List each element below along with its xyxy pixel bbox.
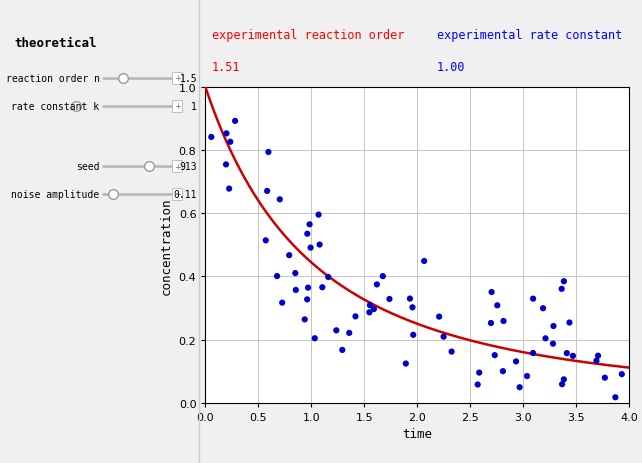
Text: experimental reaction order: experimental reaction order: [212, 29, 404, 42]
Text: noise amplitude: noise amplitude: [12, 189, 100, 200]
Point: [559, 376, 569, 383]
Point: [206, 134, 216, 141]
Text: theoretical: theoretical: [14, 37, 96, 50]
Point: [261, 237, 271, 244]
Point: [498, 368, 508, 375]
Point: [205, 76, 216, 83]
Point: [486, 319, 496, 327]
Point: [275, 196, 285, 204]
Point: [487, 289, 497, 296]
Text: 0.11: 0.11: [173, 189, 197, 200]
Point: [401, 360, 411, 368]
Point: [225, 139, 236, 146]
Point: [377, 273, 388, 280]
Point: [303, 284, 313, 292]
Y-axis label: concentration: concentration: [160, 197, 173, 294]
Point: [302, 296, 312, 303]
Point: [438, 333, 449, 341]
Point: [473, 381, 483, 388]
Point: [611, 394, 621, 401]
Text: reaction order n: reaction order n: [6, 74, 100, 84]
Point: [408, 332, 419, 339]
Point: [538, 305, 548, 312]
Point: [313, 212, 324, 219]
Point: [309, 335, 320, 342]
Point: [531, 407, 541, 415]
Point: [331, 327, 342, 334]
Point: [304, 221, 315, 229]
Point: [591, 357, 602, 365]
Point: [323, 274, 333, 281]
Text: 1.5: 1.5: [179, 74, 197, 84]
Point: [302, 231, 313, 238]
Point: [290, 270, 300, 277]
Point: [559, 278, 569, 285]
Point: [498, 318, 508, 325]
Point: [496, 420, 507, 428]
Point: [315, 241, 325, 249]
Text: 1: 1: [191, 101, 197, 112]
Text: 1.00: 1.00: [437, 61, 465, 74]
Point: [593, 352, 603, 360]
Point: [511, 358, 521, 365]
Point: [224, 186, 234, 193]
Point: [405, 295, 415, 303]
Point: [230, 118, 240, 125]
Point: [284, 252, 294, 259]
Point: [548, 323, 559, 330]
Point: [528, 350, 538, 357]
Point: [514, 384, 525, 391]
Point: [221, 131, 232, 138]
Point: [606, 408, 616, 415]
X-axis label: time: time: [403, 427, 432, 440]
Point: [528, 295, 538, 303]
Point: [262, 188, 272, 195]
Point: [490, 352, 500, 359]
Point: [568, 352, 578, 360]
Text: +: +: [174, 190, 180, 199]
Point: [344, 330, 354, 337]
Point: [617, 370, 627, 378]
Point: [385, 295, 395, 303]
Point: [337, 346, 347, 354]
Point: [300, 316, 310, 323]
Text: experimental rate constant: experimental rate constant: [437, 29, 622, 42]
Point: [446, 348, 456, 356]
Text: 1.51: 1.51: [212, 61, 240, 74]
Point: [291, 287, 301, 294]
Point: [220, 47, 230, 54]
Point: [557, 286, 567, 293]
Point: [306, 244, 316, 252]
Text: rate constant k: rate constant k: [12, 101, 100, 112]
Point: [419, 258, 429, 265]
Point: [365, 302, 375, 309]
Point: [369, 306, 379, 313]
Point: [372, 281, 382, 288]
Point: [557, 381, 568, 388]
Text: +: +: [174, 102, 180, 111]
Point: [541, 335, 551, 342]
Point: [522, 373, 532, 380]
Point: [364, 309, 374, 316]
Point: [548, 340, 558, 348]
Point: [474, 369, 484, 376]
Text: +: +: [174, 162, 180, 171]
Point: [560, 409, 571, 416]
Point: [351, 313, 361, 320]
Point: [492, 302, 503, 309]
Point: [317, 284, 327, 291]
Point: [564, 319, 575, 326]
Text: +: +: [174, 74, 180, 83]
Point: [562, 350, 572, 357]
Point: [620, 414, 630, 421]
Point: [263, 149, 273, 156]
Point: [277, 299, 288, 307]
Point: [407, 304, 417, 312]
Point: [221, 161, 231, 169]
Text: seed: seed: [76, 162, 100, 172]
Text: 913: 913: [179, 162, 197, 172]
Point: [272, 273, 282, 280]
Point: [600, 374, 610, 382]
Point: [434, 313, 444, 321]
